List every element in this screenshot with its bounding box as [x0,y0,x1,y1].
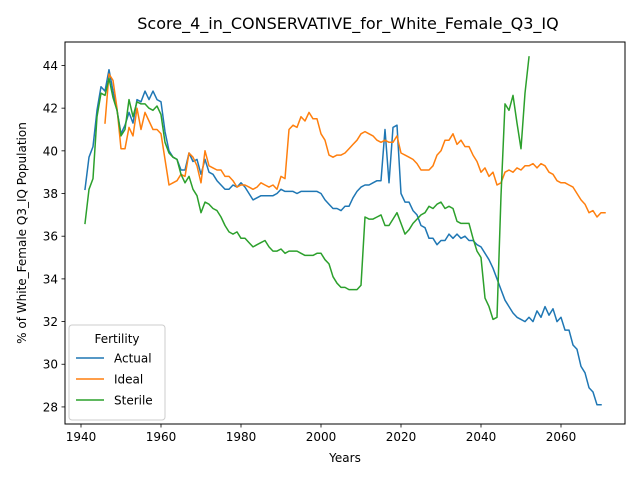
legend-label-actual: Actual [114,352,152,366]
x-tick-label: 2060 [546,430,577,444]
legend: Fertility Actual Ideal Sterile [68,324,166,421]
y-tick-label: 34 [43,272,58,286]
legend-label-ideal: Ideal [114,373,143,387]
x-axis: 1940 1960 1980 2000 2020 2040 2060 [66,424,577,444]
series-line-sterile [84,56,530,321]
legend-box [68,324,166,421]
y-axis-label: % of White_Female Q3_IQ Population [15,122,29,344]
x-tick-label: 2020 [386,430,417,444]
plot-frame [64,41,626,425]
y-tick-label: 28 [43,400,58,414]
plot-area [84,56,606,406]
y-axis: 28 30 32 34 36 38 40 42 44 [43,59,65,414]
y-tick-label: 36 [43,230,58,244]
y-tick-label: 40 [43,144,58,158]
y-tick-label: 32 [43,315,58,329]
x-tick-label: 1940 [66,430,97,444]
y-tick-label: 38 [43,187,58,201]
x-tick-label: 2040 [466,430,497,444]
x-tick-label: 1960 [146,430,177,444]
x-axis-label: Years [328,451,361,465]
legend-title: Fertility [94,332,139,346]
series-line-ideal [104,73,606,218]
x-tick-label: 2000 [306,430,337,444]
series-line-actual [84,68,602,406]
y-tick-label: 42 [43,102,58,116]
y-tick-label: 30 [43,358,58,372]
x-tick-label: 1980 [226,430,257,444]
y-tick-label: 44 [43,59,58,73]
legend-label-sterile: Sterile [114,394,153,408]
chart-title: Score_4_in_CONSERVATIVE_for_White_Female… [137,14,558,34]
